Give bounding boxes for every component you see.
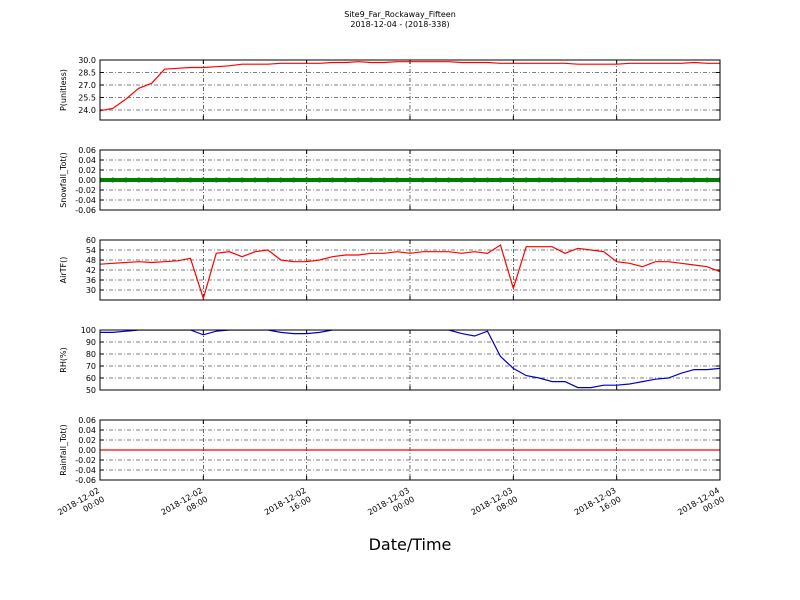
y-tick-label: -0.04 <box>75 466 96 475</box>
series-line <box>100 244 720 300</box>
y-tick-label: -0.02 <box>75 456 96 465</box>
y-tick-label: 54 <box>86 246 96 255</box>
y-tick-label: 50 <box>86 386 96 395</box>
y-tick-label: 36 <box>86 276 96 285</box>
axes-frame <box>99 419 721 481</box>
series-line <box>100 330 720 389</box>
y-tick-label: 70 <box>86 362 96 371</box>
x-tick-label: 2018-12-0208:00 <box>160 486 210 526</box>
axes-frame <box>99 239 721 301</box>
y-tick-label: 80 <box>86 350 96 359</box>
y-tick-label: 60 <box>86 374 96 383</box>
y-tick-label: 0.00 <box>78 176 96 185</box>
x-tick-label: 2018-12-0200:00 <box>56 486 106 526</box>
y-tick-label: 60 <box>86 236 96 245</box>
figure-title: Site9_Far_Rockaway_Fifteen <box>344 10 456 19</box>
y-tick-label: -0.02 <box>75 186 96 195</box>
y-axis-label: AirTF() <box>59 257 68 284</box>
y-tick-label: 0.04 <box>78 426 96 435</box>
y-tick-label: 24.0 <box>78 106 96 115</box>
x-tick-label: 2018-12-0216:00 <box>263 486 313 526</box>
y-tick-label: -0.06 <box>75 476 96 485</box>
data-point <box>717 177 720 183</box>
y-tick-label: 0.02 <box>78 436 96 445</box>
y-tick-label: 30.0 <box>78 56 96 65</box>
y-tick-label: 100 <box>81 326 96 335</box>
x-axis-label: Date/Time <box>369 535 452 554</box>
plot-area <box>100 61 720 112</box>
y-tick-label: 0.02 <box>78 166 96 175</box>
y-tick-label: 0.06 <box>78 416 96 425</box>
y-tick-label: 27.0 <box>78 81 96 90</box>
y-axis-label: Snowfall_Tot() <box>59 152 68 208</box>
figure-subtitle: 2018-12-04 - (2018-338) <box>350 20 449 29</box>
x-tick-label: 2018-12-0308:00 <box>470 486 520 526</box>
y-tick-label: 0.04 <box>78 156 96 165</box>
y-axis-label: P(unitless) <box>59 69 68 111</box>
y-tick-label: -0.06 <box>75 206 96 215</box>
y-tick-label: 25.5 <box>78 94 96 103</box>
axes-frame <box>99 329 721 391</box>
y-tick-label: 28.5 <box>78 69 96 78</box>
y-tick-label: 42 <box>86 266 96 275</box>
y-tick-label: 0.00 <box>78 446 96 455</box>
x-tick-label: 2018-12-0400:00 <box>676 486 726 526</box>
y-tick-label: 30 <box>86 286 96 295</box>
axes-frame <box>99 149 721 211</box>
x-tick-label: 2018-12-0316:00 <box>573 486 623 526</box>
plot-area <box>100 177 720 183</box>
y-tick-label: 48 <box>86 256 96 265</box>
y-tick-label: 90 <box>86 338 96 347</box>
x-tick-label: 2018-12-0300:00 <box>366 486 416 526</box>
axes-frame <box>99 59 721 121</box>
y-axis-label: RH(%) <box>59 347 68 372</box>
plot-area <box>100 330 720 389</box>
y-axis-label: Rainfall_Tot() <box>59 424 68 476</box>
plot-area <box>100 244 720 300</box>
y-tick-label: -0.04 <box>75 196 96 205</box>
y-tick-label: 0.06 <box>78 146 96 155</box>
series-line <box>100 61 720 112</box>
